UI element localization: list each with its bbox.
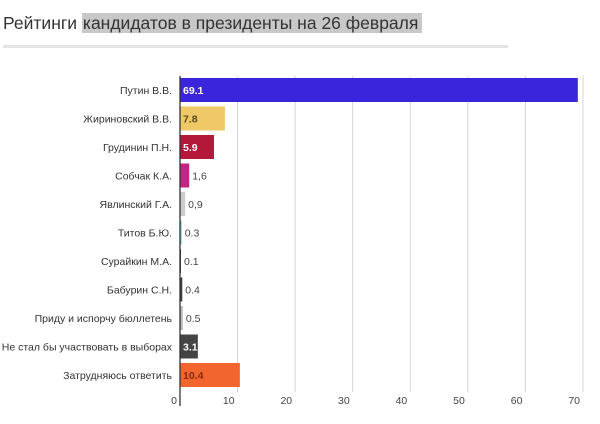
category-label: Сурайкин М.А. (101, 256, 172, 268)
value-label: 1,6 (192, 171, 207, 183)
value-label: 69.1 (183, 85, 204, 97)
x-tick-label: 20 (280, 395, 292, 407)
title-highlighted: кандидатов в президенты на 26 февраля (81, 13, 423, 33)
bar (180, 78, 578, 102)
bar (180, 135, 214, 159)
category-label: Жириновский В.В. (83, 114, 172, 126)
bar (180, 220, 182, 245)
value-label: 0.1 (184, 256, 199, 268)
x-tick-label: 70 (568, 395, 580, 407)
category-label: Грудинин П.Н. (103, 142, 172, 154)
x-tick-label: 10 (223, 395, 235, 407)
chart-title: Рейтинги кандидатов в президенты на 26 ф… (3, 6, 423, 40)
bar (180, 106, 225, 131)
x-tick-label: 50 (453, 395, 465, 407)
x-tick-label: 0 (171, 395, 177, 407)
bar (180, 306, 183, 330)
category-label: Приду и испорчу бюллетень (35, 313, 173, 325)
category-label: Не стал бы участвовать в выборах (2, 342, 173, 354)
category-label: Титов Б.Ю. (118, 228, 172, 240)
value-label: 0.4 (185, 285, 200, 297)
category-label: Явлинский Г.А. (100, 199, 172, 211)
bar (180, 192, 186, 216)
value-label: 10.4 (183, 370, 204, 382)
value-label: 0,9 (188, 199, 203, 211)
category-label: Путин В.В. (120, 85, 172, 97)
category-label: Собчак К.А. (115, 171, 172, 183)
x-tick-label: 40 (396, 395, 408, 407)
bar (180, 163, 190, 188)
category-label: Бабурин С.Н. (107, 285, 172, 297)
bar (180, 277, 183, 302)
value-label: 5.9 (183, 142, 198, 154)
value-label: 3.1 (183, 342, 198, 354)
x-tick-label: 30 (338, 395, 350, 407)
value-label: 0.3 (185, 228, 200, 240)
bar (180, 334, 198, 359)
value-label: 7.8 (183, 114, 198, 126)
x-tick-label: 60 (511, 395, 523, 407)
bar (180, 363, 240, 387)
title-separator (3, 45, 508, 48)
value-label: 0.5 (186, 313, 201, 325)
title-plain: Рейтинги (3, 13, 78, 33)
category-label: Затрудняюсь ответить (63, 370, 172, 382)
